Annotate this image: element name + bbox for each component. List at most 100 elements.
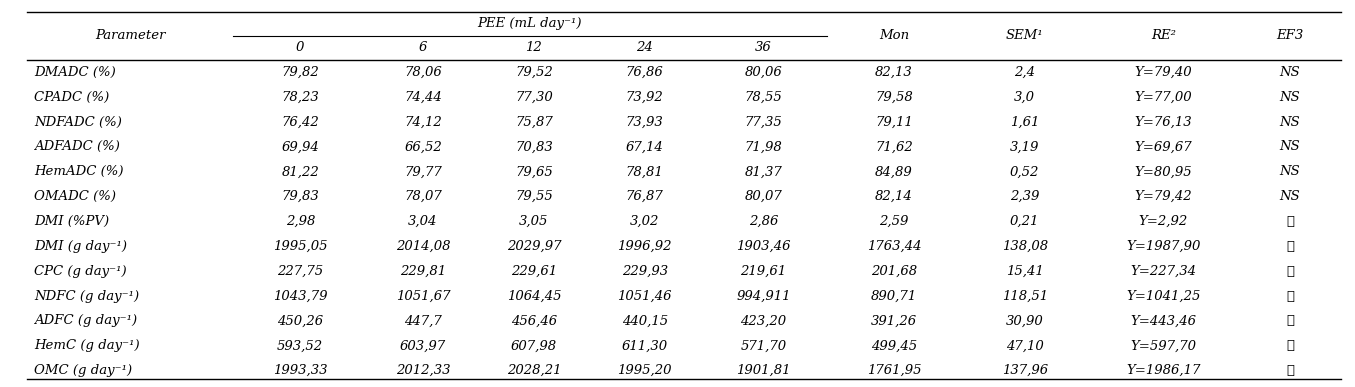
Text: 30,90: 30,90	[1005, 315, 1043, 327]
Text: 219,61: 219,61	[740, 265, 786, 278]
Text: NS: NS	[1279, 91, 1301, 104]
Text: 69,94: 69,94	[282, 140, 320, 153]
Text: Y=1986,17: Y=1986,17	[1126, 364, 1201, 377]
Text: PEE (mL day⁻¹): PEE (mL day⁻¹)	[477, 17, 583, 30]
Text: DMADC (%): DMADC (%)	[34, 66, 115, 79]
Text: 79,55: 79,55	[515, 190, 553, 203]
Text: 24: 24	[637, 41, 653, 54]
Text: 2,98: 2,98	[286, 215, 314, 228]
Text: 79,58: 79,58	[875, 91, 913, 104]
Text: 78,07: 78,07	[404, 190, 442, 203]
Text: 499,45: 499,45	[871, 339, 917, 352]
Text: ★: ★	[1286, 364, 1294, 377]
Text: Y=1041,25: Y=1041,25	[1126, 289, 1201, 303]
Text: NS: NS	[1279, 190, 1301, 203]
Text: ADFC (g day⁻¹): ADFC (g day⁻¹)	[34, 315, 137, 327]
Text: 73,93: 73,93	[626, 116, 664, 128]
Text: 82,14: 82,14	[875, 190, 913, 203]
Text: ADFADC (%): ADFADC (%)	[34, 140, 119, 153]
Text: DMI (%PV): DMI (%PV)	[34, 215, 108, 228]
Text: Y=597,70: Y=597,70	[1130, 339, 1196, 352]
Text: OMADC (%): OMADC (%)	[34, 190, 117, 203]
Text: 77,35: 77,35	[745, 116, 782, 128]
Text: 78,81: 78,81	[626, 165, 664, 178]
Text: 80,06: 80,06	[745, 66, 782, 79]
Text: Y=79,42: Y=79,42	[1134, 190, 1192, 203]
Text: HemC (g day⁻¹): HemC (g day⁻¹)	[34, 339, 140, 352]
Text: 81,37: 81,37	[745, 165, 782, 178]
Text: Y=77,00: Y=77,00	[1134, 91, 1192, 104]
Text: 229,61: 229,61	[511, 265, 557, 278]
Text: 138,08: 138,08	[1001, 240, 1047, 253]
Text: 1,61: 1,61	[1009, 116, 1039, 128]
Text: Mon: Mon	[879, 29, 909, 42]
Text: 2,4: 2,4	[1015, 66, 1035, 79]
Text: Y=1987,90: Y=1987,90	[1126, 240, 1201, 253]
Text: 1995,05: 1995,05	[272, 240, 328, 253]
Text: 1763,44: 1763,44	[867, 240, 921, 253]
Text: 603,97: 603,97	[400, 339, 446, 352]
Text: 73,92: 73,92	[626, 91, 664, 104]
Text: 76,87: 76,87	[626, 190, 664, 203]
Text: NDFADC (%): NDFADC (%)	[34, 116, 122, 128]
Text: 79,83: 79,83	[282, 190, 320, 203]
Text: 1051,46: 1051,46	[618, 289, 672, 303]
Text: 12: 12	[526, 41, 542, 54]
Text: 611,30: 611,30	[622, 339, 668, 352]
Text: 1993,33: 1993,33	[272, 364, 328, 377]
Text: 71,62: 71,62	[875, 140, 913, 153]
Text: 2014,08: 2014,08	[396, 240, 450, 253]
Text: 79,11: 79,11	[875, 116, 913, 128]
Text: 74,12: 74,12	[404, 116, 442, 128]
Text: CPADC (%): CPADC (%)	[34, 91, 110, 104]
Text: 81,22: 81,22	[282, 165, 320, 178]
Text: SEM¹: SEM¹	[1005, 29, 1043, 42]
Text: ★: ★	[1286, 265, 1294, 278]
Text: 3,05: 3,05	[519, 215, 549, 228]
Text: 1043,79: 1043,79	[272, 289, 328, 303]
Text: Y=79,40: Y=79,40	[1134, 66, 1192, 79]
Text: ★: ★	[1286, 240, 1294, 253]
Text: 67,14: 67,14	[626, 140, 664, 153]
Text: 229,93: 229,93	[622, 265, 668, 278]
Text: NDFC (g day⁻¹): NDFC (g day⁻¹)	[34, 289, 140, 303]
Text: 607,98: 607,98	[511, 339, 557, 352]
Text: 74,44: 74,44	[404, 91, 442, 104]
Text: 1761,95: 1761,95	[867, 364, 921, 377]
Text: 1051,67: 1051,67	[396, 289, 450, 303]
Text: EF3: EF3	[1276, 29, 1304, 42]
Text: NS: NS	[1279, 116, 1301, 128]
Text: 80,07: 80,07	[745, 190, 782, 203]
Text: 71,98: 71,98	[745, 140, 782, 153]
Text: DMI (g day⁻¹): DMI (g day⁻¹)	[34, 240, 127, 253]
Text: 1903,46: 1903,46	[736, 240, 791, 253]
Text: Parameter: Parameter	[95, 29, 165, 42]
Text: 890,71: 890,71	[871, 289, 917, 303]
Text: 227,75: 227,75	[278, 265, 324, 278]
Text: Y=227,34: Y=227,34	[1130, 265, 1196, 278]
Text: 75,87: 75,87	[515, 116, 553, 128]
Text: 571,70: 571,70	[740, 339, 786, 352]
Text: 6: 6	[419, 41, 427, 54]
Text: 2012,33: 2012,33	[396, 364, 450, 377]
Text: 391,26: 391,26	[871, 315, 917, 327]
Text: 78,23: 78,23	[282, 91, 320, 104]
Text: 2,39: 2,39	[1009, 190, 1039, 203]
Text: 2029,97: 2029,97	[507, 240, 561, 253]
Text: ★: ★	[1286, 339, 1294, 352]
Text: 76,86: 76,86	[626, 66, 664, 79]
Text: 36: 36	[755, 41, 772, 54]
Text: 79,65: 79,65	[515, 165, 553, 178]
Text: 70,83: 70,83	[515, 140, 553, 153]
Text: 82,13: 82,13	[875, 66, 913, 79]
Text: Y=443,46: Y=443,46	[1130, 315, 1196, 327]
Text: 1995,20: 1995,20	[618, 364, 672, 377]
Text: NS: NS	[1279, 140, 1301, 153]
Text: 2,59: 2,59	[879, 215, 909, 228]
Text: 3,19: 3,19	[1009, 140, 1039, 153]
Text: OMC (g day⁻¹): OMC (g day⁻¹)	[34, 364, 131, 377]
Text: NS: NS	[1279, 165, 1301, 178]
Text: 77,30: 77,30	[515, 91, 553, 104]
Text: CPC (g day⁻¹): CPC (g day⁻¹)	[34, 265, 126, 278]
Text: Y=2,92: Y=2,92	[1138, 215, 1188, 228]
